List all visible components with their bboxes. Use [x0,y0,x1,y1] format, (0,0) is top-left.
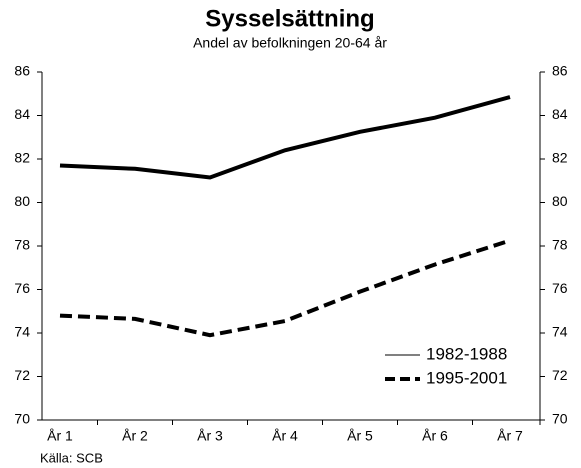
y2-tick-label: 78 [552,237,568,253]
x-tick-label: År 7 [497,428,523,444]
x-tick-label: År 5 [347,428,373,444]
chart-subtitle: Andel av befolkningen 20-64 år [193,35,387,51]
source-note: Källa: SCB [40,450,103,465]
y2-tick-label: 76 [552,280,568,296]
x-tick-label: År 2 [122,428,148,444]
y-tick-label: 86 [14,63,30,79]
x-tick-label: År 1 [47,428,73,444]
x-tick-label: År 4 [272,428,298,444]
y-tick-label: 76 [14,280,30,296]
y-tick-label: 70 [14,411,30,427]
legend-label: 1995-2001 [426,368,507,387]
y-tick-label: 82 [14,150,30,166]
y2-tick-label: 70 [552,411,568,427]
y-tick-label: 78 [14,237,30,253]
y2-tick-label: 84 [552,106,568,122]
chart-title: Sysselsättning [205,5,374,32]
legend-label: 1982-1988 [426,344,507,363]
y-tick-label: 84 [14,106,30,122]
y2-tick-label: 80 [552,193,568,209]
series-line [59,95,511,180]
y-tick-label: 72 [14,367,30,383]
series-line [59,238,511,338]
y2-tick-label: 86 [552,63,568,79]
x-tick-label: År 3 [197,428,223,444]
y-tick-label: 80 [14,193,30,209]
y-tick-label: 74 [14,324,30,340]
y2-tick-label: 82 [552,150,568,166]
y2-tick-label: 72 [552,367,568,383]
x-tick-label: År 6 [422,428,448,444]
y2-tick-label: 74 [552,324,568,340]
